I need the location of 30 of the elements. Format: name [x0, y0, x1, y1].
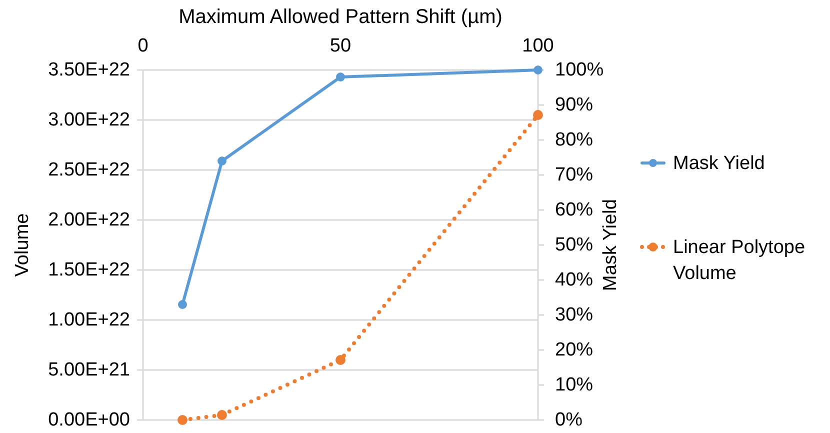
x-axis-title: Maximum Allowed Pattern Shift (µm): [178, 6, 502, 28]
x-tick-label: 100: [522, 36, 554, 56]
y2-tick-label: 100%: [555, 60, 604, 80]
point: [218, 156, 226, 166]
y2-axis-title: Mask Yield: [600, 199, 620, 291]
y-axis-title: Volume: [12, 213, 32, 277]
y-tick-label: 3.00E+22: [48, 110, 130, 130]
y-tick-label: 2.00E+22: [48, 210, 130, 230]
y2-tick-label: 50%: [555, 234, 594, 256]
y2-tick-label: 60%: [555, 200, 594, 220]
y2-tick-label: 40%: [555, 270, 594, 290]
x-tick-label: 50: [330, 36, 352, 56]
y2-tick-label: 90%: [555, 94, 594, 116]
y2-tick-label: 20%: [555, 340, 594, 360]
y2-tick-label: 0%: [555, 410, 583, 430]
legend-label: Linear Polytope Volume: [673, 236, 806, 284]
y2-tick-label: 70%: [555, 164, 594, 186]
legend-label: Mask Yield: [673, 152, 765, 174]
y-tick-label: 0.00E+00: [48, 410, 130, 430]
y2-tick-label: 80%: [555, 130, 594, 150]
x-tick-label: 0: [138, 36, 148, 56]
point: [336, 72, 345, 82]
y2-tick-label: 30%: [555, 304, 594, 326]
y-tick-label: 1.50E+22: [48, 260, 130, 280]
y2-tick-label: 10%: [555, 374, 594, 396]
y-tick-label: 5.00E+21: [48, 360, 130, 380]
y-tick-label: 3.50E+22: [48, 60, 130, 80]
point: [178, 300, 187, 309]
y-tick-label: 1.00E+22: [48, 310, 130, 330]
y-tick-label: 2.50E+22: [48, 160, 130, 180]
